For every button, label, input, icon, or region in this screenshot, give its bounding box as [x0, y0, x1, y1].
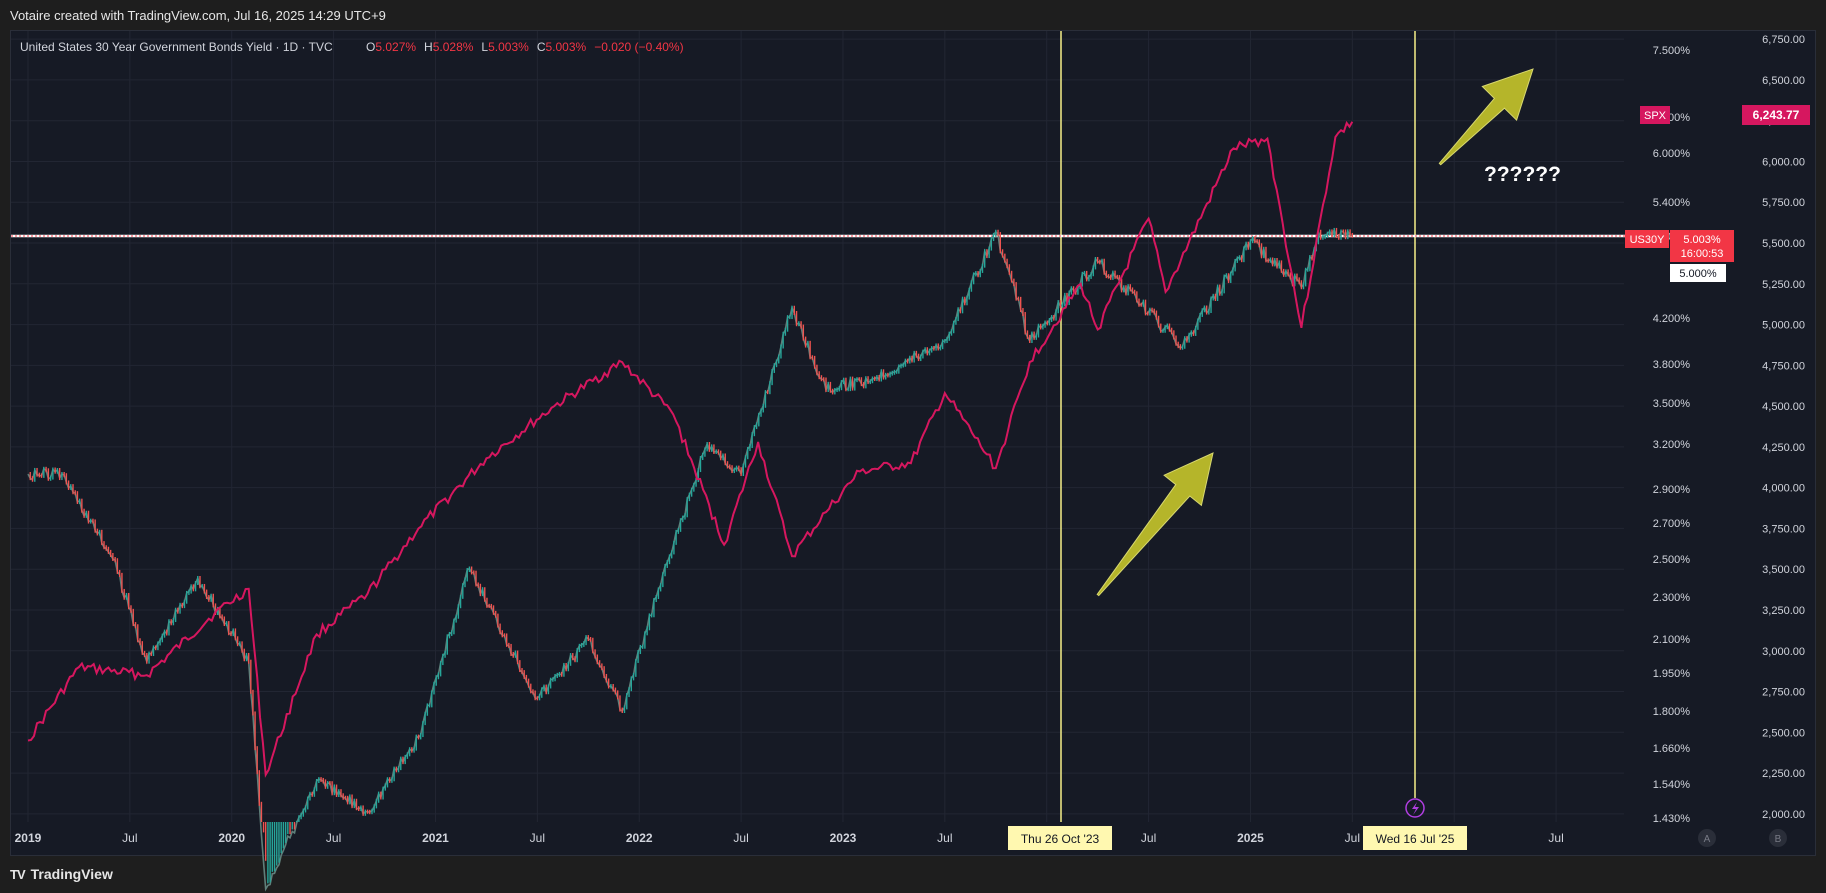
right-axis-tick: 4,250.00: [1762, 442, 1805, 454]
legend-o-label: O: [366, 40, 375, 54]
level-badge: [1670, 264, 1726, 282]
right-price-axis: 6,750.006,500.006,250.006,000.005,750.00…: [1762, 34, 1805, 821]
left-axis-tick: 5.400%: [1653, 197, 1691, 209]
left-axis-tick: 1.660%: [1653, 743, 1691, 755]
date-marker-lines: [1060, 31, 1416, 822]
left-axis-tick: 2.300%: [1653, 592, 1691, 604]
x-tick-label: Jul: [1548, 831, 1563, 845]
left-axis-tick: 3.200%: [1653, 439, 1691, 451]
left-axis-tick: 1.800%: [1653, 706, 1691, 718]
spx-label-badge: [1640, 106, 1670, 124]
legend-o-value: 5.027%: [375, 40, 416, 54]
left-axis-tick: 4.200%: [1653, 313, 1691, 325]
date-badge-left-text: Thu 26 Oct '23: [1021, 832, 1100, 846]
right-axis-tick: 3,250.00: [1762, 605, 1805, 617]
left-price-axis: 7.500%6.500%6.000%5.400%5.000%4.200%3.80…: [1653, 45, 1691, 825]
right-axis-tick: 3,000.00: [1762, 646, 1805, 658]
left-axis-tick: 1.430%: [1653, 813, 1691, 825]
auto-scale-button[interactable]: [1698, 829, 1716, 847]
x-tick-label: 2022: [626, 831, 653, 845]
legend-l-label: L: [481, 40, 488, 54]
left-axis-tick: 1.950%: [1653, 668, 1691, 680]
legend-change: −0.020 (−0.40%): [594, 40, 683, 54]
x-tick-label: Jul: [326, 831, 341, 845]
x-tick-label: Jul: [1345, 831, 1360, 845]
legend-l-value: 5.003%: [488, 40, 529, 54]
b-scale-label[interactable]: B: [1775, 834, 1782, 845]
left-axis-tick: 1.540%: [1653, 779, 1691, 791]
chart-frame[interactable]: [10, 30, 1816, 856]
us30y-countdown-text: 16:00:53: [1681, 248, 1724, 260]
x-tick-label: Jul: [1141, 831, 1156, 845]
up-arrow-lower[interactable]: [1096, 452, 1214, 597]
left-axis-tick: 2.900%: [1653, 484, 1691, 496]
auto-scale-label[interactable]: A: [1704, 834, 1711, 845]
time-axis: 2019Jul2020Jul2021Jul2022Jul2023Jul2024J…: [15, 831, 1564, 845]
right-axis-tick: 3,500.00: [1762, 564, 1805, 576]
left-axis-tick: 2.700%: [1653, 518, 1691, 530]
x-tick-label: Jul: [530, 831, 545, 845]
chart-caption: Votaire created with TradingView.com, Ju…: [10, 8, 386, 23]
annotation-text: ??????: [1484, 163, 1561, 186]
right-axis-tick: 2,000.00: [1762, 809, 1805, 821]
right-axis-tick: 5,500.00: [1762, 238, 1805, 250]
right-axis-tick: 2,750.00: [1762, 687, 1805, 699]
left-axis-tick: 2.500%: [1653, 554, 1691, 566]
right-axis-tick: 5,000.00: [1762, 320, 1805, 332]
spx-series-line: [27, 120, 1354, 778]
us30y-value-badge: [1670, 230, 1734, 262]
x-tick-label: Jul: [937, 831, 952, 845]
tradingview-logo-icon: TV: [10, 866, 26, 882]
left-axis-tick: 3.500%: [1653, 398, 1691, 410]
svg-text:O5.027%H5.028%L5.003%C5.003%−0: O5.027% H5.028% L5.003% C5.003% −0.020 (−0.4…: [366, 40, 684, 54]
date-badge-right-text: Wed 16 Jul '25: [1376, 832, 1455, 846]
right-axis-tick: 6,500.00: [1762, 75, 1805, 87]
b-scale-button[interactable]: [1769, 829, 1787, 847]
date-badge-left: [1008, 826, 1112, 850]
us30y-series: [29, 227, 1354, 884]
legend-c-label: C: [537, 40, 546, 54]
legend-symbol[interactable]: United States 30 Year Government Bonds Y…: [20, 40, 333, 54]
left-axis-tick: 7.500%: [1653, 45, 1691, 57]
right-axis-tick: 5,250.00: [1762, 279, 1805, 291]
spx-price-text: 6,243.77: [1753, 108, 1800, 122]
right-axis-tick: 6,750.00: [1762, 34, 1805, 46]
annotation-arrows: [1096, 68, 1534, 597]
right-axis-tick: 4,750.00: [1762, 360, 1805, 372]
us30y-series-line: [27, 227, 1353, 892]
x-tick-label: Jul: [122, 831, 137, 845]
x-tick-label: 2020: [218, 831, 245, 845]
legend-c-value: 5.003%: [545, 40, 586, 54]
left-axis-tick: 2.100%: [1653, 634, 1691, 646]
footer-brand-text: TradingView: [30, 866, 113, 882]
x-tick-label: 2021: [422, 831, 449, 845]
x-tick-label: Jul: [733, 831, 748, 845]
level-badge-text: 5.000%: [1679, 268, 1717, 280]
right-axis-tick: 2,250.00: [1762, 768, 1805, 780]
legend-ohlc: O5.027% H5.028% L5.003% C5.003% −0.020 (−0.4…: [366, 40, 684, 54]
x-tick-label: 2023: [830, 831, 857, 845]
legend-h-value: 5.028%: [433, 40, 474, 54]
legend-h-label: H: [424, 40, 433, 54]
us30y-value-text: 5.003%: [1683, 234, 1721, 246]
right-axis-tick: 4,000.00: [1762, 483, 1805, 495]
x-tick-label: 2019: [15, 831, 42, 845]
left-axis-tick: 6.000%: [1653, 148, 1691, 160]
us30y-label-text: US30Y: [1630, 234, 1666, 246]
left-axis-tick: 3.800%: [1653, 359, 1691, 371]
spx-price-badge: [1742, 105, 1810, 125]
right-axis-tick: 4,500.00: [1762, 401, 1805, 413]
right-axis-tick: 6,000.00: [1762, 156, 1805, 168]
footer-brand: TV TradingView: [10, 866, 113, 882]
spx-label-text: SPX: [1644, 110, 1667, 122]
lightning-icon: [1412, 802, 1419, 815]
up-arrow-upper[interactable]: [1438, 68, 1534, 166]
x-tick-label: 2025: [1237, 831, 1264, 845]
right-axis-tick: 5,750.00: [1762, 197, 1805, 209]
right-axis-tick: 3,750.00: [1762, 523, 1805, 535]
date-badge-right: [1363, 826, 1467, 850]
right-axis-tick: 2,500.00: [1762, 727, 1805, 739]
us30y-label-badge: [1625, 230, 1669, 248]
